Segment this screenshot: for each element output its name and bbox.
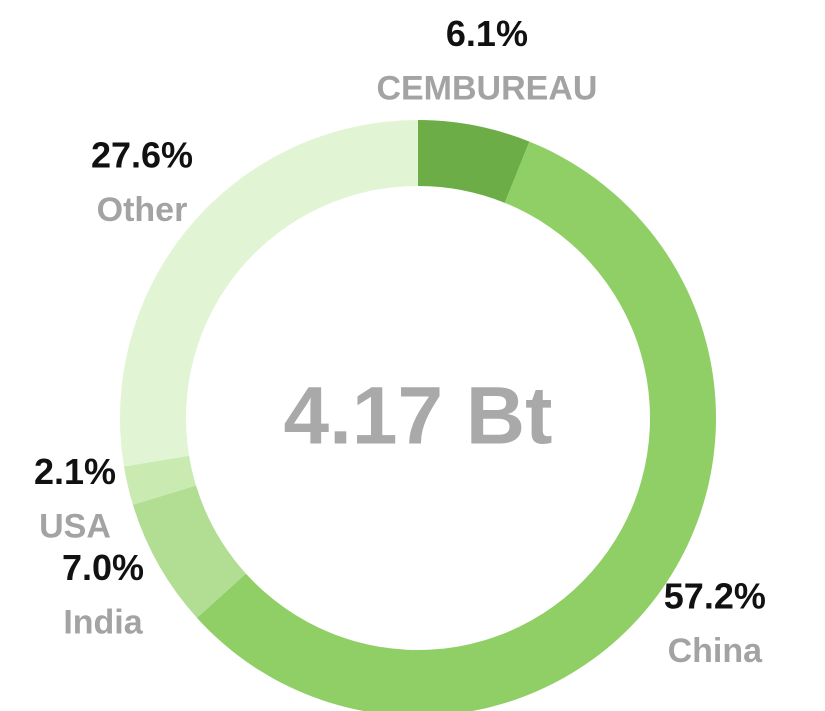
value-label: 57.2% — [664, 576, 766, 617]
category-label: USA — [39, 507, 111, 545]
category-label: CEMBUREAU — [376, 70, 597, 108]
value-label: 27.6% — [91, 134, 193, 175]
value-label: 2.1% — [34, 451, 116, 492]
category-label: Other — [97, 191, 188, 229]
value-label: 7.0% — [62, 547, 144, 588]
value-label: 6.1% — [446, 13, 528, 54]
category-label: India — [63, 603, 143, 641]
slice — [196, 141, 716, 711]
slice — [123, 455, 197, 505]
category-label: China — [668, 632, 764, 670]
slice — [119, 120, 418, 467]
slice — [418, 120, 530, 203]
center-label: 4.17 Bt — [284, 371, 553, 462]
slice — [132, 485, 246, 618]
